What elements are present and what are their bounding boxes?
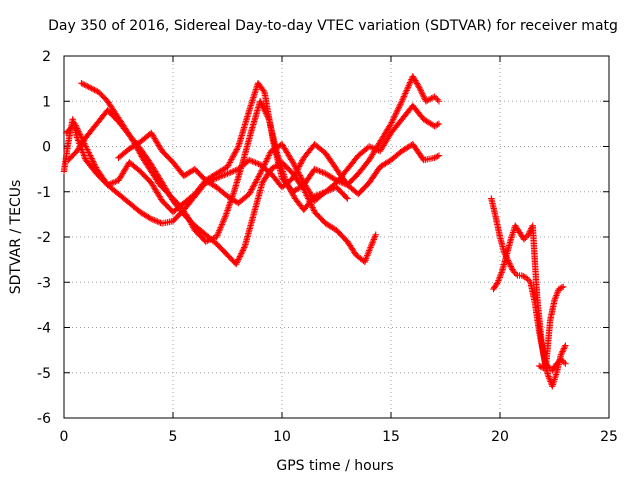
data-point-marks [115, 129, 351, 207]
y-tick-label: -5 [37, 366, 51, 382]
y-axis-label: SDTVAR / TECUs [8, 180, 24, 295]
chart-title: Day 350 of 2016, Sidereal Day-to-day VTE… [48, 18, 618, 34]
x-tick-label: 10 [273, 429, 291, 445]
series-track-h [536, 355, 569, 374]
y-tick-label: -2 [37, 230, 51, 246]
series-track-g [490, 222, 567, 372]
y-tick-labels: -6 -5 -4 -3 -2 -1 0 1 2 [37, 49, 51, 427]
series-track-e [115, 129, 351, 207]
data-marks [60, 73, 569, 390]
y-tick-label: 2 [42, 49, 51, 65]
x-tick-label: 0 [60, 429, 69, 445]
x-tick-label: 20 [491, 429, 509, 445]
data-point-marks [490, 222, 567, 372]
y-tick-label: -1 [37, 185, 51, 201]
x-tick-label: 5 [169, 429, 178, 445]
x-tick-label: 15 [382, 429, 400, 445]
y-tick-label: -3 [37, 275, 51, 291]
data-point-marks [536, 355, 569, 374]
x-axis-label: GPS time / hours [276, 458, 393, 474]
y-tick-label: -4 [37, 321, 51, 337]
data-point-marks [62, 120, 443, 227]
y-tick-label: -6 [37, 411, 51, 427]
y-tick-label: 0 [42, 140, 51, 156]
y-tick-label: 1 [42, 94, 51, 110]
x-tick-labels: 0 5 10 15 20 25 [60, 429, 618, 445]
series-track-d [62, 120, 443, 227]
x-tick-label: 25 [600, 429, 618, 445]
